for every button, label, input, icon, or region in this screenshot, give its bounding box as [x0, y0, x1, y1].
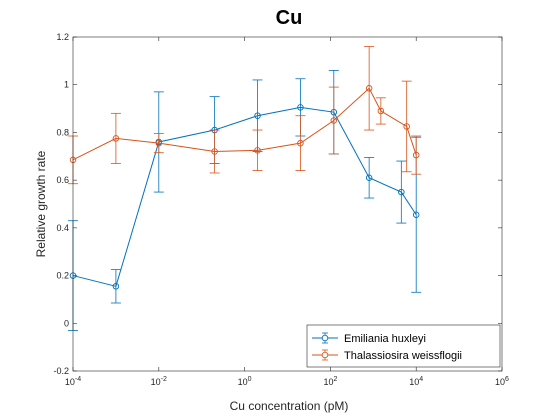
legend-label: Emiliania huxleyi	[344, 333, 426, 345]
error-bar	[209, 129, 220, 174]
x-tick-label: 10-2	[151, 376, 167, 387]
data-point	[211, 148, 218, 155]
error-bar	[110, 269, 121, 304]
x-tick-exponent: 4	[419, 376, 423, 383]
x-tick-base: 10	[65, 377, 75, 387]
data-point	[365, 85, 373, 92]
data-point	[297, 139, 304, 147]
y-tick-label: 0.6	[56, 175, 69, 185]
legend-entry: Emiliania huxleyi	[312, 332, 426, 345]
series-1	[68, 46, 422, 185]
error-bar	[110, 112, 121, 164]
data-point	[365, 174, 373, 182]
x-tick-exponent: 2	[333, 376, 337, 383]
plot-box	[72, 36, 503, 372]
error-bar	[252, 129, 263, 172]
y-tick-label: 0.2	[56, 271, 69, 281]
data-point	[412, 151, 420, 159]
x-tick-exponent: -2	[161, 376, 167, 383]
error-bar	[375, 97, 386, 125]
x-tick-base: 10	[151, 377, 161, 387]
legend: Emiliania huxleyi Thalassiosira weissflog…	[306, 324, 501, 368]
error-bar	[396, 160, 407, 224]
y-tick-label: 0	[64, 318, 69, 328]
y-axis-label: Relative growth rate	[34, 150, 48, 257]
error-bar	[401, 80, 412, 173]
x-tick-label: 102	[323, 376, 337, 387]
data-point	[112, 283, 120, 290]
error-bar	[364, 157, 375, 199]
error-bar	[295, 115, 306, 172]
data-point	[254, 147, 261, 154]
y-tick-label: 1	[64, 80, 69, 90]
plot-area	[73, 37, 502, 371]
y-tick-label: 0.8	[56, 127, 69, 137]
chart-title: Cu	[276, 7, 303, 29]
y-axis: -0.2 0 0.2 0.4 0.6 0.8 1 1.2	[53, 32, 502, 376]
data-point	[112, 135, 120, 142]
x-axis-label: Cu concentration (pM)	[230, 399, 349, 413]
x-tick-label: 100	[238, 376, 252, 387]
legend-marker	[321, 334, 329, 342]
series-group	[68, 46, 422, 331]
x-axis: 10-4 10-2 100 102 104 106	[65, 37, 509, 387]
x-tick-exponent: 6	[505, 376, 509, 383]
error-bar	[328, 86, 339, 155]
x-tick-label: 106	[495, 376, 509, 387]
data-point	[330, 117, 338, 124]
data-point	[412, 211, 420, 218]
y-tick-label: 1.2	[56, 32, 69, 42]
legend-entry: Thalassiosira weissflogii	[312, 349, 462, 362]
data-point	[398, 188, 405, 196]
data-point	[377, 107, 385, 115]
x-tick-exponent: -4	[75, 376, 81, 383]
y-tick-label: -0.2	[53, 366, 69, 376]
x-tick-base: 10	[323, 377, 333, 387]
series-line	[72, 106, 417, 287]
x-tick-label: 104	[409, 376, 423, 387]
x-tick-base: 10	[238, 377, 248, 387]
data-point	[155, 139, 163, 147]
legend-marker	[321, 351, 329, 359]
error-bar	[364, 46, 375, 131]
x-tick-base: 10	[495, 377, 505, 387]
x-tick-label: 10-4	[65, 376, 81, 387]
data-point	[403, 123, 410, 130]
x-tick-exponent: 0	[248, 376, 252, 383]
x-tick-base: 10	[409, 377, 419, 387]
legend-label: Thalassiosira weissflogii	[344, 350, 462, 362]
legend-box	[306, 324, 501, 368]
error-bar	[153, 133, 164, 154]
data-point	[254, 112, 261, 119]
y-tick-label: 0.4	[56, 223, 69, 233]
error-bar	[411, 135, 422, 175]
data-point	[297, 104, 304, 111]
